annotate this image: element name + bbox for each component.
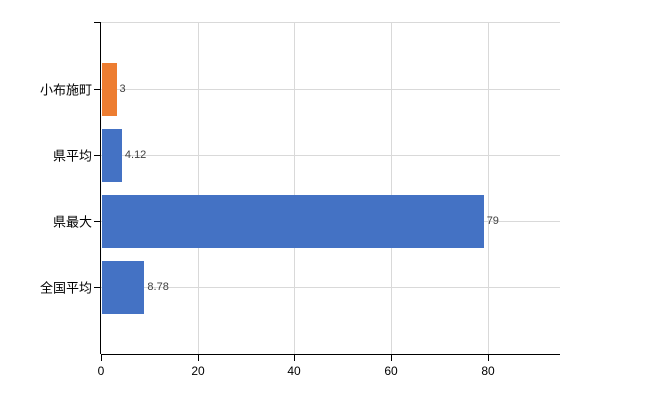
category-label: 小布施町 [39,82,92,98]
gridline-vertical [198,22,199,354]
gridline-horizontal [101,89,560,90]
x-axis-line [101,354,560,355]
gridline-vertical [294,22,295,354]
plot-area: 3 4.12 79 8.78 0 20 40 60 80 [94,22,560,378]
x-tick-label: 0 [97,364,105,378]
y-axis-tick [94,155,100,156]
value-label: 3 [119,83,126,95]
bar-全国平均 [102,260,145,314]
category-label: 県最大 [52,214,92,230]
x-axis-tick [488,355,489,361]
gridline-horizontal [101,155,560,156]
x-axis-tick [101,355,102,361]
x-tick-label: 80 [481,364,495,378]
gridline-top [101,22,560,23]
bar-県平均 [102,128,122,182]
y-axis-top-tick [94,22,100,23]
gridline-vertical [391,22,392,354]
category-label: 全国平均 [39,280,92,296]
value-label: 8.78 [147,281,169,293]
y-axis-line [100,22,101,354]
bar-小布施町 [102,62,117,116]
gridline-horizontal [101,287,560,288]
x-axis-tick [198,355,199,361]
y-axis-tick [94,89,100,90]
y-axis-tick [94,221,100,222]
y-axis-tick [94,287,100,288]
x-axis-tick [391,355,392,361]
x-tick-label: 40 [287,364,301,378]
category-label: 県平均 [52,148,92,164]
value-label: 79 [486,215,499,227]
x-axis-tick [294,355,295,361]
x-tick-label: 20 [191,364,205,378]
gridline-vertical [488,22,489,354]
value-label: 4.12 [124,149,147,161]
bar-県最大 [102,194,484,248]
x-tick-label: 60 [384,364,398,378]
